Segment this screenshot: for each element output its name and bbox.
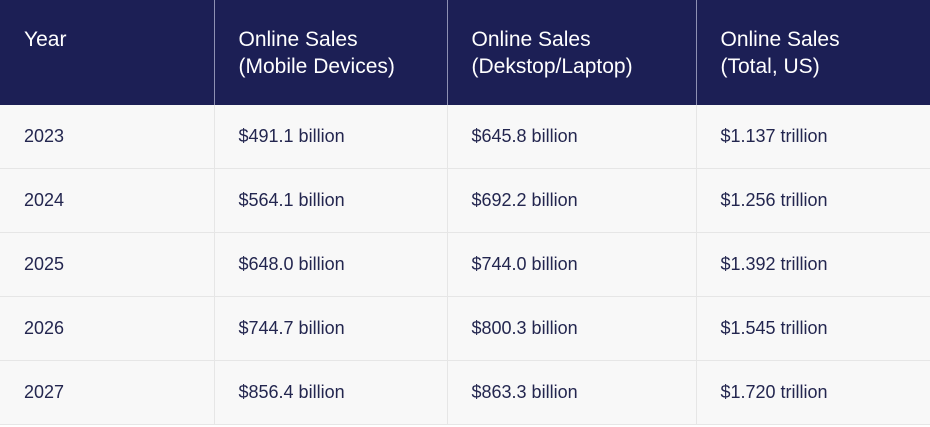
column-header: Year: [0, 0, 214, 105]
column-header: Online Sales (Dekstop/Laptop): [446, 0, 696, 105]
column-header-line: Year: [24, 28, 67, 51]
table-cell: $1.545 trillion: [695, 296, 930, 361]
table-cell: $692.2 billion: [446, 168, 696, 233]
table-cell: $1.392 trillion: [695, 232, 930, 297]
table-cell: $491.1 billion: [213, 105, 447, 169]
table-cell: $648.0 billion: [213, 232, 447, 297]
table-row: 2026 $744.7 billion $800.3 billion $1.545 t…: [0, 296, 930, 361]
table-cell: $856.4 billion: [213, 360, 447, 425]
table-row: 2023 $491.1 billion $645.8 billion $1.137 t…: [0, 105, 930, 169]
column-header: Online Sales (Mobile Devices): [213, 0, 447, 105]
table-cell: 2024: [0, 168, 214, 233]
column-header-line: Online Sales: [720, 28, 840, 51]
column-header-line: Online Sales: [238, 28, 358, 51]
column-header-line: (Dekstop/Laptop): [471, 55, 633, 78]
table-row: 2025 $648.0 billion $744.0 billion $1.392 t…: [0, 232, 930, 297]
table-cell: $1.137 trillion: [695, 105, 930, 169]
table-cell: $744.0 billion: [446, 232, 696, 297]
table-cell: $645.8 billion: [446, 105, 696, 169]
table-cell: $1.256 trillion: [695, 168, 930, 233]
column-header-line: (Mobile Devices): [238, 55, 395, 78]
table-cell: 2025: [0, 232, 214, 297]
table-cell: $800.3 billion: [446, 296, 696, 361]
column-header-line: Online Sales: [471, 28, 591, 51]
table-cell: 2027: [0, 360, 214, 425]
table-cell: $1.720 trillion: [695, 360, 930, 425]
table-cell: $863.3 billion: [446, 360, 696, 425]
table-body: 2023 $491.1 billion $645.8 billion $1.137 t…: [0, 105, 930, 425]
table-row: 2024 $564.1 billion $692.2 billion $1.256 t…: [0, 168, 930, 233]
table-row: 2027 $856.4 billion $863.3 billion $1.720 t…: [0, 360, 930, 425]
table-cell: 2023: [0, 105, 214, 169]
column-header-line: (Total, US): [720, 55, 820, 78]
header-row: Year Online Sales (Mobile Devices) Online S…: [0, 0, 930, 105]
column-header: Online Sales (Total, US): [695, 0, 930, 105]
table-cell: 2026: [0, 296, 214, 361]
table-cell: $564.1 billion: [213, 168, 447, 233]
table-cell: $744.7 billion: [213, 296, 447, 361]
